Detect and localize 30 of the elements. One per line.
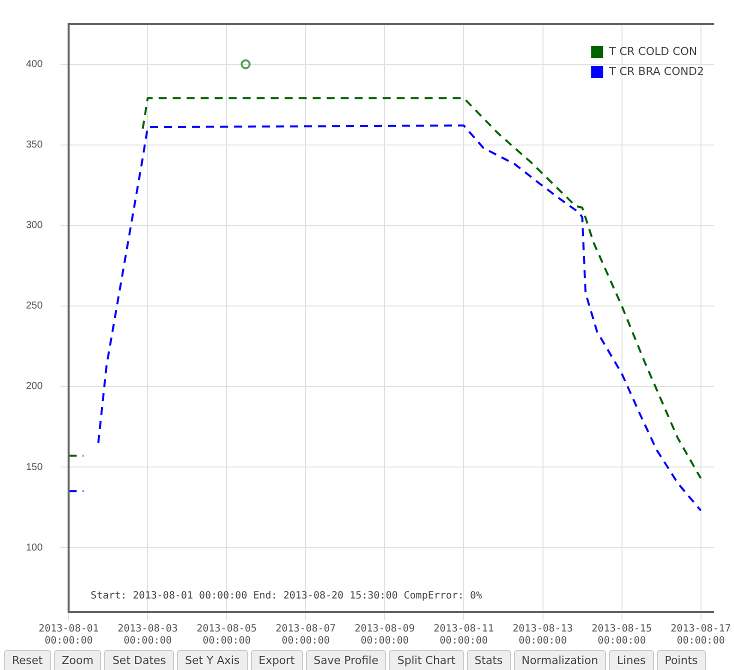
y-tick-label: 350: [26, 140, 44, 151]
x-tick-label: 2013-08-17 00:00:00: [670, 624, 731, 647]
text: Points: [656, 650, 706, 670]
text: Split Chart: [389, 650, 464, 670]
y-tick-label: 300: [26, 220, 44, 232]
y-tick-label: 200: [26, 381, 44, 392]
x-tick-label: 2013-08-03 00:00:00: [118, 624, 178, 647]
legend-label: T CR COLD CON: [608, 44, 698, 58]
x-tick-label: 2013-08-07 00:00:00: [276, 624, 336, 647]
legend-label: T CR BRA COND2: [608, 64, 704, 78]
text: Set Y Axis: [177, 650, 248, 670]
x-tick-label: 2013-08-13 00:00:00: [512, 624, 573, 647]
annotation: Start: 2013-08-01 00:00:00 End: 2013-08-20 15:30:00 CompError: 0%: [90, 590, 482, 602]
x-tick-label: 2013-08-05 00:00:00: [196, 624, 257, 647]
x-tick-label: 2013-08-15 00:00:00: [592, 624, 652, 647]
y-tick-label: 150: [26, 462, 44, 473]
text: Save Profile: [306, 650, 386, 670]
x-tick-label: 2013-08-11 00:00:00: [434, 624, 494, 647]
y-tick-label: 250: [26, 300, 44, 312]
text: Zoom: [54, 650, 102, 670]
text: Export: [250, 650, 303, 670]
text: Normalization: [514, 650, 606, 670]
text: Reset: [4, 650, 51, 670]
y-tick-label: 400: [26, 59, 44, 70]
text: Lines: [609, 650, 654, 670]
text: Set Dates: [104, 650, 174, 670]
x-tick-label: 2013-08-09 00:00:00: [354, 624, 415, 647]
y-tick-label: 100: [26, 542, 44, 554]
text: Stats: [466, 650, 511, 670]
x-tick-label: 2013-08-01 00:00:00: [38, 624, 99, 647]
